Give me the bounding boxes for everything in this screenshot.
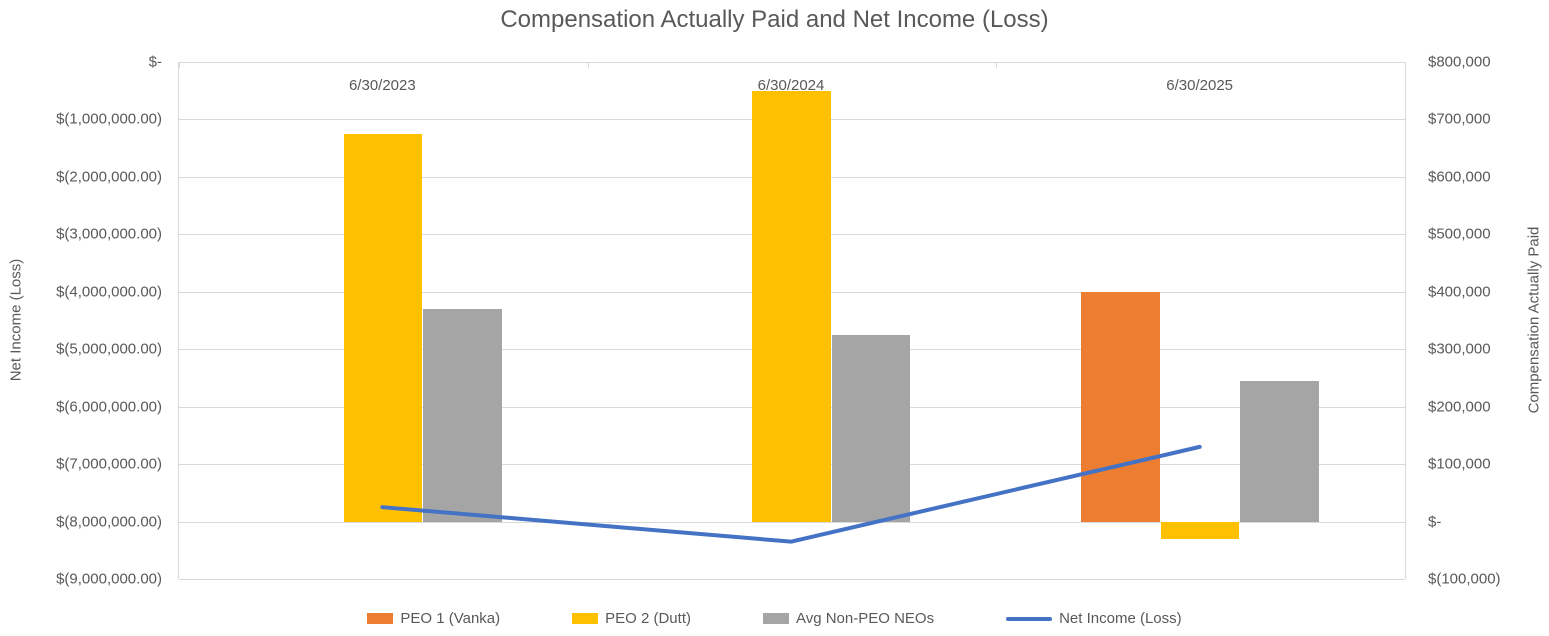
bar-avg-non-peo-neos <box>423 309 502 522</box>
legend-swatch-avg-non-peo-neos <box>762 613 789 624</box>
right-axis-tick-label: $(100,000) <box>1428 570 1501 588</box>
gridline <box>179 579 1405 580</box>
right-axis-tick-label: $400,000 <box>1428 283 1491 301</box>
category-label: 6/30/2025 <box>1166 77 1234 94</box>
legend-item-peo-2-dutt: PEO 2 (Dutt) <box>572 610 691 627</box>
legend-swatch-peo-2-dutt <box>572 613 599 624</box>
category-axis-tick <box>996 62 998 68</box>
legend-swatch-peo-1-vanka <box>367 613 394 624</box>
legend-swatch-net-income-loss <box>1006 616 1053 621</box>
left-axis-tick-label: $(1,000,000.00) <box>56 110 162 128</box>
left-axis-tick-label: $(4,000,000.00) <box>56 283 162 301</box>
left-axis-tick-label: $(7,000,000.00) <box>56 455 162 473</box>
right-axis-tick-label: $500,000 <box>1428 225 1491 243</box>
legend-label: Avg Non-PEO NEOs <box>795 610 935 627</box>
legend-label: Net Income (Loss) <box>1059 610 1182 627</box>
legend-item-avg-non-peo-neos: Avg Non-PEO NEOs <box>762 610 935 627</box>
left-axis-tick-label: $(6,000,000.00) <box>56 398 162 416</box>
right-axis-tick-label: $- <box>1428 513 1442 531</box>
left-axis-title: Net Income (Loss) <box>7 258 25 382</box>
bar-avg-non-peo-neos <box>1240 380 1319 522</box>
chart-title: Compensation Actually Paid and Net Incom… <box>500 6 1049 33</box>
left-axis-tick-label: $(2,000,000.00) <box>56 168 162 186</box>
legend-item-peo-1-vanka: PEO 1 (Vanka) <box>367 610 500 627</box>
category-label: 6/30/2023 <box>348 77 416 94</box>
left-axis-tick-label: $(3,000,000.00) <box>56 225 162 243</box>
bar-avg-non-peo-neos <box>831 334 911 522</box>
bar-peo-1-vanka <box>1081 291 1160 522</box>
plot-area <box>178 62 1406 580</box>
right-axis-tick-label: $600,000 <box>1428 168 1491 186</box>
left-axis-tick-label: $(9,000,000.00) <box>56 570 162 588</box>
bar-peo-2-dutt <box>752 90 831 522</box>
category-axis-tick <box>179 62 180 68</box>
legend: PEO 1 (Vanka) PEO 2 (Dutt) Avg Non-PEO NEO… <box>0 610 1549 627</box>
right-axis-tick-label: $300,000 <box>1428 340 1491 358</box>
right-axis-tick-label: $200,000 <box>1428 398 1491 416</box>
bar-peo-2-dutt <box>1160 521 1240 539</box>
left-axis-tick-label: $- <box>148 53 162 71</box>
left-axis-tick-label: $(5,000,000.00) <box>56 340 162 358</box>
left-axis-tick-label: $(8,000,000.00) <box>56 513 162 531</box>
right-axis-tick-label: $100,000 <box>1428 455 1491 473</box>
right-axis-title: Compensation Actually Paid <box>1525 226 1543 414</box>
legend-item-net-income-loss: Net Income (Loss) <box>1006 610 1182 627</box>
legend-label: PEO 1 (Vanka) <box>400 610 501 627</box>
right-axis-tick-label: $700,000 <box>1428 110 1491 128</box>
gridline <box>179 62 1405 63</box>
category-label: 6/30/2024 <box>757 77 825 94</box>
category-axis-tick <box>587 62 589 68</box>
bar-peo-2-dutt <box>343 133 423 522</box>
right-axis-tick-label: $800,000 <box>1428 53 1491 71</box>
category-axis-tick <box>1405 62 1406 68</box>
legend-label: PEO 2 (Dutt) <box>605 610 691 627</box>
